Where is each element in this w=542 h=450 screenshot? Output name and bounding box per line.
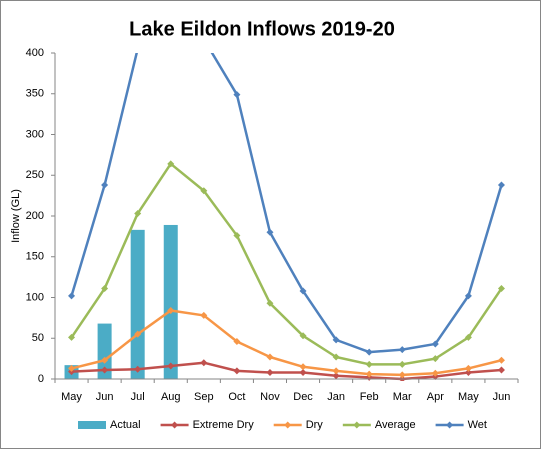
x-tick-label: Jun — [96, 391, 114, 403]
x-tick-label: Jan — [327, 391, 345, 403]
marker — [233, 91, 241, 99]
x-tick-label: Jun — [493, 391, 511, 403]
y-tick-label: 200 — [26, 210, 44, 222]
marker — [431, 355, 439, 363]
marker — [200, 311, 208, 319]
marker — [332, 367, 340, 375]
legend-marker — [284, 421, 292, 429]
marker — [200, 187, 208, 195]
x-tick-label: May — [61, 391, 82, 403]
marker — [233, 232, 241, 240]
line — [71, 361, 502, 381]
x-tick-label: Jul — [131, 391, 145, 403]
chart-title: Lake Eildon Inflows 2019-20 — [129, 18, 395, 40]
marker — [332, 336, 340, 344]
marker — [233, 367, 241, 375]
marker — [101, 356, 109, 364]
marker — [134, 330, 142, 338]
x-tick-label: Feb — [360, 391, 379, 403]
x-tick-label: Oct — [228, 391, 245, 403]
marker — [497, 285, 505, 293]
legend-label: Dry — [306, 419, 324, 431]
marker — [134, 210, 142, 218]
bar — [130, 229, 145, 379]
legend-label: Wet — [468, 419, 487, 431]
line — [71, 309, 502, 377]
x-tick-label: Sep — [194, 391, 214, 403]
marker — [167, 307, 175, 315]
y-tick-label: 350 — [26, 88, 44, 100]
marker — [101, 181, 109, 189]
legend-label: Extreme Dry — [193, 419, 255, 431]
line — [70, 162, 503, 366]
marker — [101, 366, 109, 374]
legend-swatch — [78, 421, 106, 429]
marker — [365, 370, 373, 378]
marker — [167, 160, 175, 168]
marker — [398, 371, 406, 379]
marker — [68, 364, 76, 372]
y-tick-label: 250 — [26, 169, 44, 181]
bar — [97, 323, 112, 379]
x-tick-label: Nov — [260, 391, 280, 403]
marker — [266, 368, 274, 376]
x-tick-label: Apr — [427, 391, 444, 403]
legend-label: Average — [375, 419, 416, 431]
marker — [332, 353, 340, 361]
marker — [431, 369, 439, 377]
marker — [101, 285, 109, 293]
x-tick-label: May — [458, 391, 479, 403]
marker — [266, 299, 274, 307]
y-tick-label: 0 — [38, 373, 44, 385]
marker — [68, 333, 76, 341]
x-tick-label: Aug — [161, 391, 181, 403]
marker — [68, 292, 76, 300]
legend-marker — [353, 421, 361, 429]
marker — [299, 332, 307, 340]
marker — [497, 181, 505, 189]
y-tick-label: 100 — [26, 291, 44, 303]
marker — [464, 292, 472, 300]
marker — [266, 353, 274, 361]
marker — [497, 366, 505, 374]
legend-label: Actual — [110, 419, 141, 431]
marker — [398, 360, 406, 368]
marker — [167, 362, 175, 370]
marker — [299, 368, 307, 376]
y-tick-label: 400 — [26, 47, 44, 59]
marker — [365, 348, 373, 356]
marker — [365, 360, 373, 368]
legend-marker — [446, 421, 454, 429]
marker — [464, 333, 472, 341]
plot-area — [64, 53, 505, 381]
marker — [464, 364, 472, 372]
bar — [163, 224, 178, 379]
marker — [200, 359, 208, 367]
marker — [398, 346, 406, 354]
legend-marker — [171, 421, 179, 429]
y-tick-label: 50 — [32, 332, 44, 344]
y-tick-label: 150 — [26, 251, 44, 263]
x-tick-label: Dec — [293, 391, 313, 403]
y-tick-label: 300 — [26, 128, 44, 140]
marker — [332, 372, 340, 380]
marker — [233, 338, 241, 346]
marker — [497, 356, 505, 364]
marker — [464, 368, 472, 376]
marker — [431, 340, 439, 348]
marker — [299, 287, 307, 295]
marker — [299, 363, 307, 371]
y-axis-label: Inflow (GL) — [10, 189, 22, 243]
line — [70, 53, 503, 354]
x-tick-label: Mar — [393, 391, 412, 403]
marker — [266, 228, 274, 236]
marker — [134, 365, 142, 373]
